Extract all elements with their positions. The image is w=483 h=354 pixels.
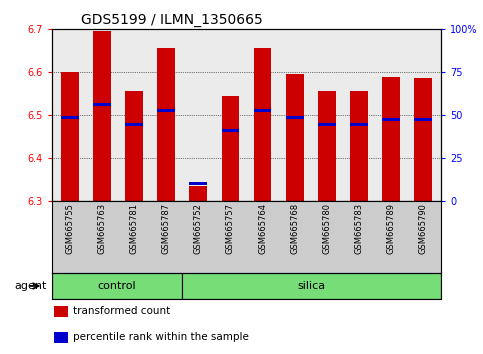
Bar [318, 123, 336, 126]
Bar [254, 109, 271, 112]
Bar [383, 118, 400, 121]
Bar [93, 31, 111, 201]
Bar [182, 273, 441, 299]
Text: agent: agent [15, 281, 47, 291]
Bar [54, 306, 68, 316]
Bar [54, 332, 68, 343]
Bar [350, 123, 368, 126]
Text: GSM665789: GSM665789 [387, 203, 396, 254]
Bar [52, 273, 182, 299]
Bar [318, 91, 336, 201]
Text: GSM665781: GSM665781 [129, 203, 139, 254]
Bar [61, 72, 79, 201]
Bar [189, 186, 207, 201]
Text: GSM665755: GSM665755 [65, 203, 74, 254]
Text: GSM665790: GSM665790 [419, 203, 428, 254]
Bar [286, 116, 303, 119]
Text: GSM665783: GSM665783 [355, 203, 364, 254]
Bar [286, 74, 303, 201]
Bar [157, 48, 175, 201]
Text: GSM665752: GSM665752 [194, 203, 203, 254]
Text: GSM665764: GSM665764 [258, 203, 267, 254]
Text: GSM665768: GSM665768 [290, 203, 299, 254]
Text: GDS5199 / ILMN_1350665: GDS5199 / ILMN_1350665 [81, 13, 263, 27]
Text: GSM665763: GSM665763 [98, 203, 106, 254]
Text: control: control [98, 281, 136, 291]
Bar [414, 118, 432, 121]
Bar [189, 182, 207, 185]
Text: silica: silica [298, 281, 326, 291]
Bar [93, 103, 111, 106]
Bar [414, 79, 432, 201]
Text: GSM665757: GSM665757 [226, 203, 235, 254]
Bar [254, 48, 271, 201]
Bar [125, 123, 143, 126]
Text: percentile rank within the sample: percentile rank within the sample [73, 332, 249, 343]
Text: transformed count: transformed count [73, 306, 170, 316]
Bar [383, 77, 400, 201]
Bar [222, 96, 239, 201]
Bar [350, 91, 368, 201]
Text: GSM665787: GSM665787 [162, 203, 170, 254]
Bar [222, 129, 239, 132]
Text: GSM665780: GSM665780 [322, 203, 331, 254]
Bar [157, 109, 175, 112]
Bar [61, 116, 79, 119]
Bar [125, 91, 143, 201]
